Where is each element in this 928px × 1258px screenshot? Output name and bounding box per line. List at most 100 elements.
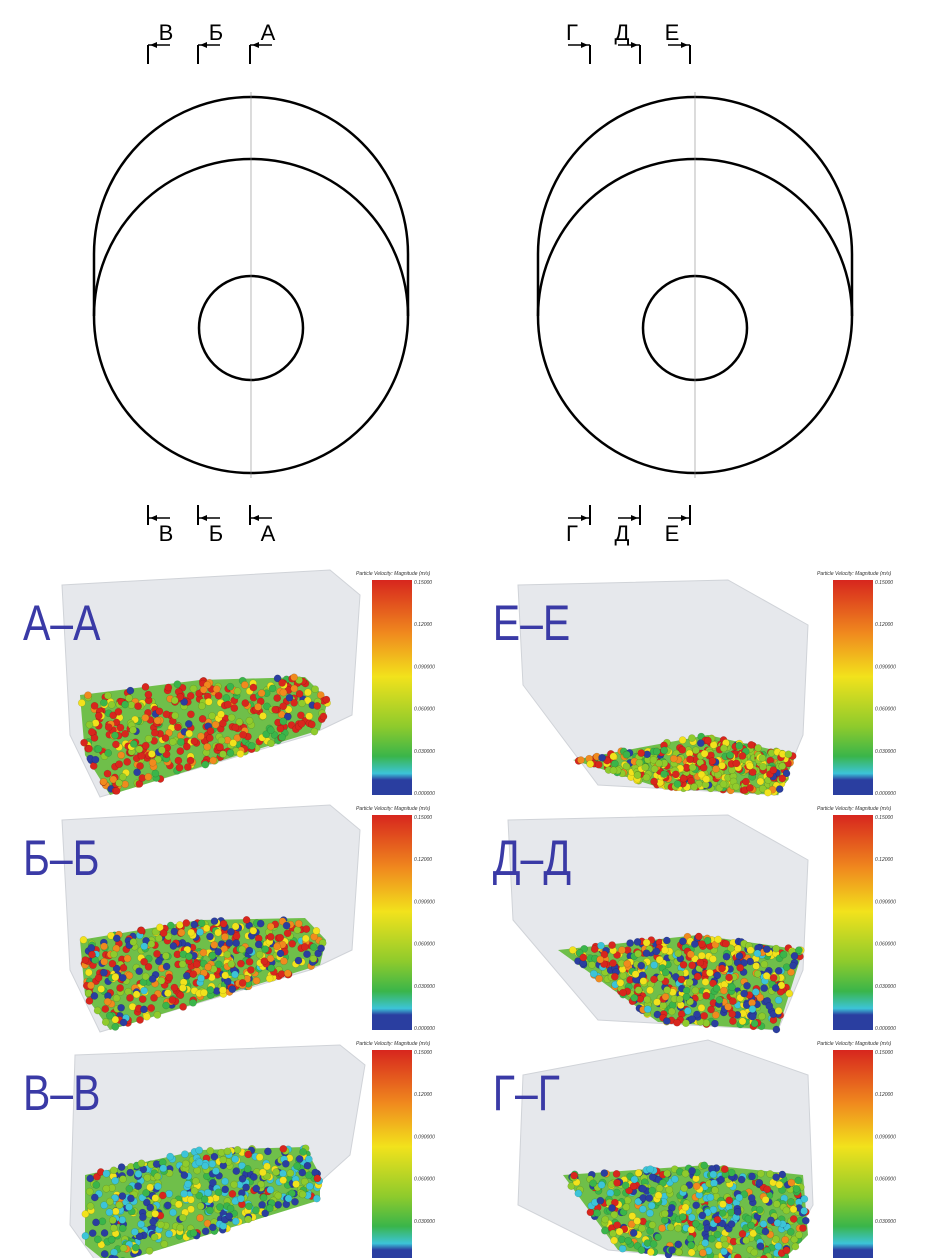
- particle: [218, 737, 225, 744]
- particle: [275, 1192, 282, 1199]
- particle: [190, 971, 197, 978]
- particle: [183, 919, 190, 926]
- particle: [206, 1207, 213, 1214]
- particle: [739, 752, 746, 759]
- particle: [152, 1194, 159, 1201]
- particle: [169, 1209, 176, 1216]
- particle: [631, 994, 638, 1001]
- particle: [267, 923, 274, 930]
- section-mark: Д: [615, 521, 630, 546]
- particle: [246, 947, 253, 954]
- particle: [116, 1202, 123, 1209]
- colorbar-label: 0.12000: [414, 1092, 432, 1098]
- particle: [644, 1006, 651, 1013]
- particle: [221, 933, 228, 940]
- particle: [635, 950, 642, 957]
- particle: [710, 1180, 717, 1187]
- particle: [196, 1159, 203, 1166]
- particle: [122, 730, 129, 737]
- particle: [601, 1227, 608, 1234]
- particle: [78, 699, 85, 706]
- section-label: В–В: [23, 1065, 100, 1121]
- particle: [158, 747, 165, 754]
- particle: [95, 712, 102, 719]
- colorbar-label: 0.030000: [875, 984, 896, 990]
- particle: [634, 1217, 641, 1224]
- particle: [175, 1201, 182, 1208]
- particle: [303, 926, 310, 933]
- particle: [267, 727, 274, 734]
- particle: [733, 760, 740, 767]
- particle: [124, 758, 131, 765]
- particle: [785, 751, 792, 758]
- particle: [753, 962, 760, 969]
- particle: [185, 720, 192, 727]
- colorbar-label: 0.090000: [875, 664, 896, 670]
- particle: [701, 1012, 708, 1019]
- particle: [187, 1196, 194, 1203]
- particle: [219, 720, 226, 727]
- particle: [151, 1234, 158, 1241]
- particle: [161, 1241, 168, 1248]
- particle: [106, 1209, 113, 1216]
- particle: [725, 1003, 732, 1010]
- particle: [183, 972, 190, 979]
- colorbar-label: 0.12000: [875, 1092, 893, 1098]
- particle: [754, 950, 761, 957]
- particle: [575, 1190, 582, 1197]
- particle: [699, 1212, 706, 1219]
- colorbar-label: 0.12000: [875, 857, 893, 863]
- particle: [741, 990, 748, 997]
- particle: [729, 1011, 736, 1018]
- colorbar-label: 0.090000: [414, 664, 435, 670]
- particle: [106, 1012, 113, 1019]
- particle: [141, 958, 148, 965]
- particle: [239, 946, 246, 953]
- particle: [277, 725, 284, 732]
- particle: [269, 685, 276, 692]
- particle: [675, 1241, 682, 1248]
- colorbar-label: 0.12000: [875, 622, 893, 628]
- particle: [250, 684, 257, 691]
- particle: [232, 1218, 239, 1225]
- particle: [601, 1170, 608, 1177]
- section-mark: А: [261, 521, 276, 546]
- particle: [772, 1236, 779, 1243]
- particle: [314, 1175, 321, 1182]
- particle: [786, 990, 793, 997]
- particle: [729, 1018, 736, 1025]
- particle: [258, 690, 265, 697]
- particle: [142, 742, 149, 749]
- particle: [763, 972, 770, 979]
- particle: [138, 1221, 145, 1228]
- particle: [659, 1225, 666, 1232]
- particle: [736, 952, 743, 959]
- particle: [85, 745, 92, 752]
- particle: [90, 762, 97, 769]
- particle: [101, 943, 108, 950]
- particle: [760, 1220, 767, 1227]
- particle: [209, 952, 216, 959]
- particle: [754, 970, 761, 977]
- particle: [101, 1229, 108, 1236]
- particle: [165, 684, 172, 691]
- particle: [622, 1182, 629, 1189]
- particle: [624, 1197, 631, 1204]
- particle: [242, 700, 249, 707]
- particle: [207, 1147, 214, 1154]
- colorbar-label: 0.15000: [414, 1050, 432, 1056]
- particle: [179, 984, 186, 991]
- particle: [703, 992, 710, 999]
- particle: [595, 761, 602, 768]
- particle: [215, 1189, 222, 1196]
- particle: [246, 958, 253, 965]
- arrow: [200, 42, 207, 48]
- particle: [587, 760, 594, 767]
- particle: [181, 1190, 188, 1197]
- particle: [631, 1176, 638, 1183]
- particle: [274, 695, 281, 702]
- particle: [104, 692, 111, 699]
- particle: [630, 1183, 637, 1190]
- particle: [762, 1196, 769, 1203]
- particle: [177, 738, 184, 745]
